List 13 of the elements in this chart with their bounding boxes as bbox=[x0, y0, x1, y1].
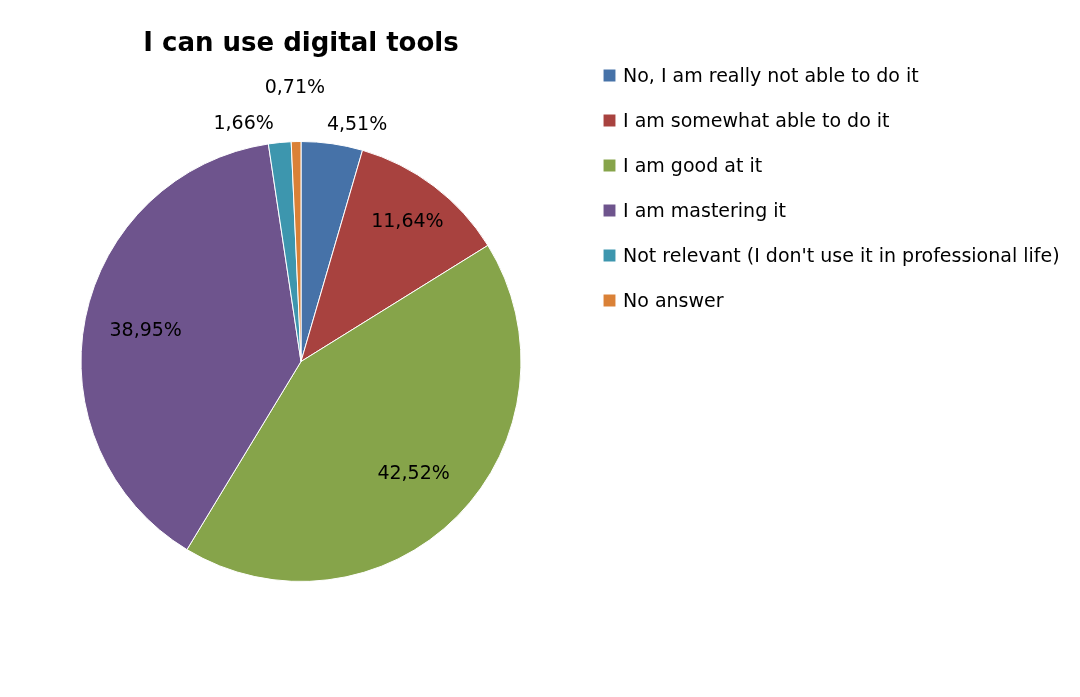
legend-label: I am mastering it bbox=[623, 198, 786, 221]
data-label: 42,52% bbox=[377, 460, 450, 483]
data-label: 4,51% bbox=[326, 111, 388, 134]
data-label: 38,95% bbox=[109, 318, 182, 341]
legend-label: No answer bbox=[623, 288, 724, 311]
legend-label: No, I am really not able to do it bbox=[623, 63, 919, 86]
legend-label: I am somewhat able to do it bbox=[623, 108, 890, 131]
data-label: 0,71% bbox=[264, 74, 326, 97]
data-label: 1,66% bbox=[213, 110, 274, 133]
legend-label: Not relevant (I don't use it in professional life) bbox=[623, 243, 1060, 266]
data-label: 11,64% bbox=[371, 209, 444, 232]
legend-label: I am good at it bbox=[623, 153, 763, 176]
chart-title: I can use digital tools bbox=[143, 27, 459, 57]
